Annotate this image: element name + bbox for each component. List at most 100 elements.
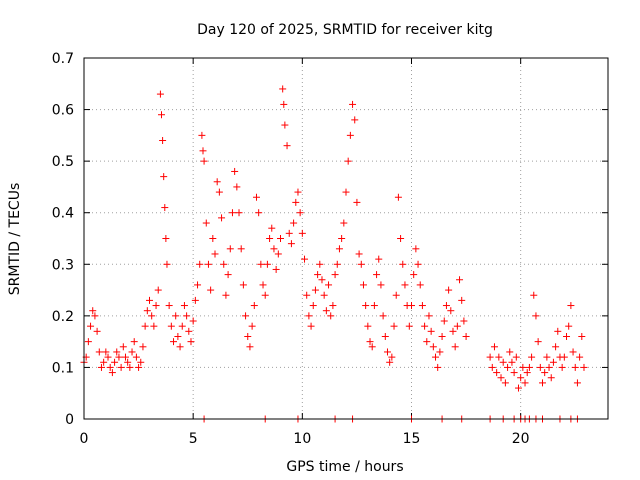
data-point bbox=[460, 317, 468, 325]
data-point bbox=[185, 327, 193, 335]
data-point bbox=[233, 183, 241, 191]
data-point bbox=[204, 260, 212, 268]
data-point bbox=[414, 260, 422, 268]
data-point bbox=[423, 338, 431, 346]
data-point bbox=[290, 219, 298, 227]
data-point bbox=[379, 312, 387, 320]
data-point bbox=[370, 302, 378, 310]
data-point bbox=[418, 302, 426, 310]
data-point bbox=[412, 245, 420, 253]
data-point bbox=[189, 317, 197, 325]
data-point bbox=[172, 312, 180, 320]
data-point bbox=[421, 322, 429, 330]
data-point bbox=[349, 100, 357, 108]
data-point bbox=[318, 276, 326, 284]
data-point bbox=[429, 343, 437, 351]
data-point bbox=[152, 302, 160, 310]
data-point bbox=[493, 369, 501, 377]
data-point bbox=[547, 374, 555, 382]
chart-title: Day 120 of 2025, SRMTID for receiver kit… bbox=[197, 22, 493, 38]
data-point bbox=[183, 312, 191, 320]
data-point bbox=[497, 374, 505, 382]
y-tick-label: 0.6 bbox=[52, 103, 74, 119]
data-point bbox=[442, 302, 450, 310]
data-point bbox=[364, 322, 372, 330]
data-point bbox=[160, 173, 168, 181]
data-point bbox=[508, 358, 516, 366]
data-point bbox=[517, 374, 525, 382]
data-point bbox=[432, 353, 440, 361]
data-point bbox=[408, 302, 415, 310]
data-point bbox=[158, 111, 166, 119]
data-point bbox=[416, 281, 424, 289]
data-point bbox=[434, 363, 442, 371]
data-point bbox=[146, 296, 153, 304]
data-point bbox=[292, 198, 300, 206]
data-point bbox=[200, 157, 208, 165]
data-point bbox=[438, 332, 446, 340]
data-point bbox=[383, 348, 391, 356]
data-point bbox=[534, 338, 542, 346]
x-tick-label: 20 bbox=[512, 431, 530, 447]
y-tick-label: 0.2 bbox=[52, 309, 74, 325]
data-point bbox=[199, 147, 207, 155]
data-point bbox=[228, 209, 236, 217]
data-point bbox=[397, 235, 405, 242]
data-point bbox=[91, 312, 99, 320]
data-point bbox=[220, 260, 228, 268]
data-point bbox=[399, 260, 407, 268]
data-point bbox=[298, 229, 306, 237]
data-point bbox=[211, 250, 219, 258]
data-point bbox=[410, 271, 418, 279]
data-point bbox=[248, 322, 256, 330]
data-point bbox=[296, 209, 304, 217]
data-point bbox=[373, 271, 381, 279]
plot-frame bbox=[83, 57, 609, 420]
data-point bbox=[198, 131, 206, 139]
x-tick-label: 5 bbox=[189, 431, 198, 447]
data-point bbox=[335, 245, 343, 253]
data-point bbox=[425, 312, 433, 320]
data-point bbox=[222, 291, 230, 299]
data-point bbox=[305, 312, 313, 320]
data-point bbox=[194, 281, 202, 289]
data-point bbox=[327, 312, 335, 320]
data-point bbox=[340, 219, 348, 227]
data-point bbox=[84, 338, 92, 346]
data-point bbox=[329, 302, 337, 310]
data-point bbox=[95, 348, 103, 356]
data-point bbox=[342, 188, 350, 196]
data-point bbox=[514, 384, 522, 392]
data-point bbox=[279, 85, 287, 93]
data-point bbox=[381, 332, 389, 340]
data-point bbox=[266, 235, 274, 242]
data-point bbox=[87, 322, 95, 330]
data-point bbox=[377, 281, 385, 289]
data-point bbox=[357, 260, 365, 268]
data-point bbox=[390, 322, 398, 330]
data-point bbox=[231, 167, 239, 175]
data-point bbox=[567, 302, 575, 310]
data-point bbox=[244, 332, 252, 340]
data-point bbox=[277, 235, 284, 242]
data-point bbox=[139, 343, 147, 351]
data-point bbox=[436, 348, 444, 356]
data-point bbox=[270, 245, 278, 253]
data-point bbox=[458, 296, 466, 304]
data-point bbox=[246, 343, 254, 351]
data-point bbox=[226, 245, 234, 253]
data-point bbox=[143, 307, 151, 315]
data-point bbox=[167, 322, 175, 330]
data-point bbox=[274, 250, 282, 258]
data-point bbox=[510, 369, 518, 377]
data-point bbox=[320, 291, 328, 299]
data-point bbox=[560, 353, 568, 361]
data-point bbox=[213, 178, 221, 186]
data-point bbox=[456, 276, 464, 284]
data-point bbox=[283, 142, 291, 150]
data-point bbox=[261, 291, 269, 299]
data-point bbox=[191, 296, 199, 304]
data-point bbox=[499, 358, 507, 366]
data-point bbox=[121, 353, 129, 361]
